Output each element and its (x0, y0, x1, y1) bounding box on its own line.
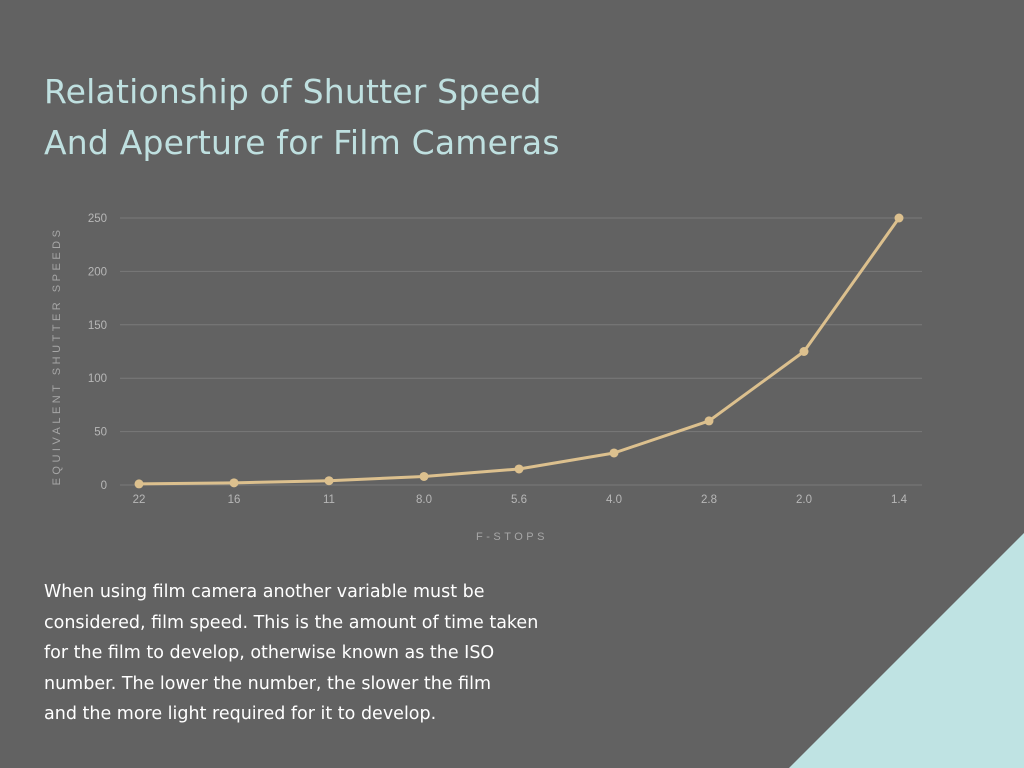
description-line-2: considered, film speed. This is the amou… (44, 612, 539, 633)
title-line-2: And Aperture for Film Cameras (44, 123, 560, 162)
x-tick-label: 2.8 (701, 494, 717, 506)
x-tick-label: 16 (228, 494, 241, 506)
line-chart: 0 50 100 150 200 250 22 16 11 8.0 5.6 4.0 2.8 2.0 1.4… (51, 213, 922, 543)
title-line-1: Relationship of Shutter Speed (44, 72, 542, 111)
data-point (704, 416, 714, 426)
data-point (514, 464, 524, 474)
x-tick-label: 4.0 (606, 494, 622, 506)
description-text: When using film camera another variable … (44, 577, 604, 730)
data-point (229, 478, 239, 488)
y-tick-labels: 0 50 100 150 200 250 (88, 213, 107, 492)
y-tick-label: 150 (88, 320, 107, 332)
data-point (324, 476, 334, 486)
x-tick-labels: 22 16 11 8.0 5.6 4.0 2.8 2.0 1.4 (133, 494, 908, 506)
y-tick-label: 200 (88, 266, 107, 278)
x-tick-label: 11 (323, 494, 335, 506)
corner-triangle (789, 533, 1024, 768)
data-point (134, 479, 144, 489)
gridlines (120, 217, 922, 486)
data-points (134, 213, 904, 489)
description-line-1: When using film camera another variable … (44, 582, 485, 602)
data-point (799, 347, 809, 356)
description-line-4: number. The lower the number, the slower… (44, 673, 492, 694)
description-line-5: and the more light required for it to de… (44, 704, 437, 724)
x-tick-label: 2.0 (796, 494, 812, 506)
data-point (609, 448, 619, 458)
y-tick-label: 250 (88, 213, 107, 225)
series-line (137, 216, 901, 486)
y-axis-label: EQUIVALENT SHUTTER SPEEDS (51, 227, 63, 486)
x-tick-label: 22 (133, 494, 146, 506)
x-tick-label: 8.0 (416, 494, 432, 506)
x-tick-label: 1.4 (891, 494, 908, 506)
y-tick-label: 50 (94, 427, 107, 439)
x-tick-label: 5.6 (511, 494, 527, 506)
y-tick-label: 0 (101, 480, 107, 492)
data-point (894, 213, 904, 223)
description-line-3: for the film to develop, otherwise known… (44, 643, 495, 663)
data-point (419, 471, 429, 481)
page-title: Relationship of Shutter Speed And Apertu… (44, 66, 560, 168)
x-axis-label: F-STOPS (476, 531, 548, 543)
y-tick-label: 100 (88, 373, 107, 385)
